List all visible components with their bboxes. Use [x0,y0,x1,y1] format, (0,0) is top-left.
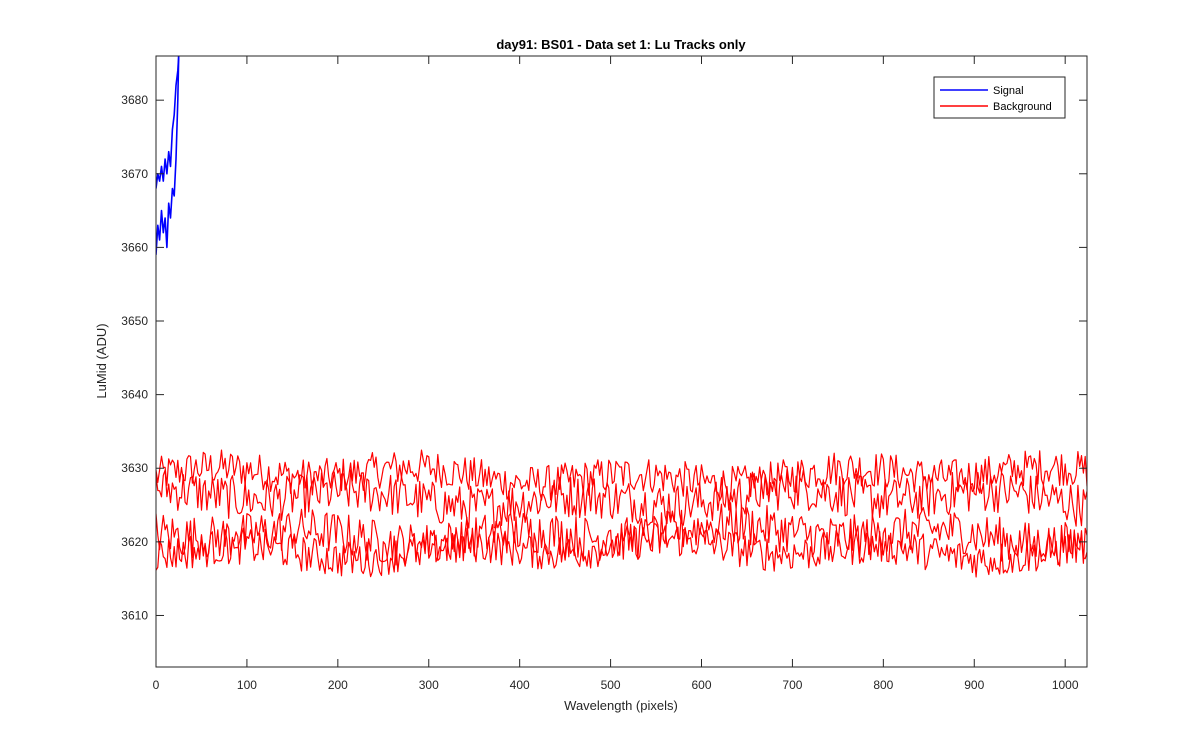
axes-background [156,56,1087,667]
y-tick-label: 3620 [121,535,148,549]
x-tick-label: 400 [510,678,530,692]
legend-signal-label: Signal [993,85,1024,97]
y-tick-label: 3670 [121,167,148,181]
legend-box [933,76,1066,119]
tick-layer: 0 100 200 300 400 500 600 700 800 900 1000 3610 3620… [121,56,1087,692]
legend: Signal Background [933,76,1066,119]
background-series-line [156,469,1087,529]
y-tick-label: 3610 [121,608,148,622]
y-tick-label: 3650 [121,314,148,328]
x-tick-label: 800 [873,678,893,692]
x-tick-label: 1000 [1052,678,1079,692]
x-axis-label: Wavelength (pixels) [564,698,678,713]
y-tick-label: 3680 [121,93,148,107]
background-series-line [156,502,1087,567]
y-tick-label: 3640 [121,388,148,402]
legend-background-label: Background [993,101,1052,113]
y-axis-label: LuMid (ADU) [94,323,109,398]
series-layer [156,56,1087,578]
y-tick-label: 3630 [121,461,148,475]
signal-series-line [156,56,180,189]
axes-box [155,55,1088,668]
x-tick-label: 100 [237,678,257,692]
x-tick-label: 700 [782,678,802,692]
plot-area: 0 100 200 300 400 500 600 700 800 900 1000 3610 3620… [121,55,1088,692]
x-tick-label: 0 [153,678,160,692]
y-tick-label: 3660 [121,240,148,254]
signal-series-line [156,56,180,255]
x-tick-label: 200 [328,678,348,692]
x-tick-label: 600 [691,678,711,692]
x-tick-label: 900 [964,678,984,692]
background-series-line [156,522,1087,578]
chart-title: day91: BS01 - Data set 1: Lu Tracks only [496,37,746,52]
x-tick-label: 300 [419,678,439,692]
x-tick-label: 500 [601,678,621,692]
